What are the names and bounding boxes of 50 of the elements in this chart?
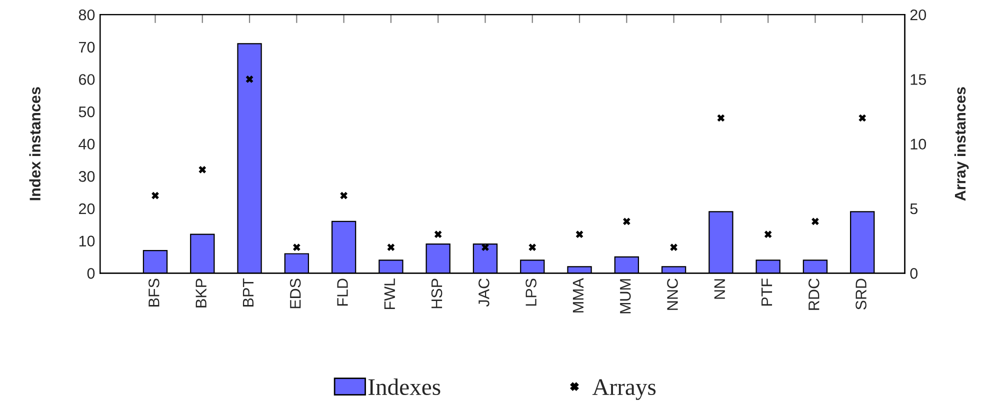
x-tick-label: BPT (242, 278, 254, 306)
point (292, 244, 300, 251)
point (858, 114, 866, 122)
y2-tick-label: 15 (910, 74, 926, 85)
x-tick-label: PTF (762, 278, 772, 306)
point (717, 114, 725, 122)
x-tick-label: EDS (290, 278, 301, 308)
y-tick-label: 30 (78, 171, 95, 182)
point (670, 244, 678, 251)
y-tick-label: 40 (78, 138, 95, 150)
point (576, 230, 584, 238)
x-tick-label: MUM (620, 279, 631, 314)
y-tick-label: 20 (79, 203, 95, 214)
x-tick-label: NN (714, 279, 725, 299)
x-tick-label: BKP (196, 278, 206, 308)
y-tick-label: 70 (79, 42, 95, 53)
point (528, 244, 536, 251)
point (340, 192, 348, 200)
legend-label: Arrays (592, 379, 656, 400)
y-tick-label: 0 (87, 268, 95, 279)
x-tick-label: MMA (572, 278, 584, 312)
y2-tick-label: 20 (910, 9, 926, 20)
point (482, 244, 489, 251)
y-tick-label: 60 (79, 74, 95, 85)
point (434, 230, 442, 238)
x-tick-label: RDC (808, 278, 820, 310)
point (152, 192, 159, 200)
point (622, 218, 630, 226)
x-tick-label: NNC (667, 278, 678, 310)
y-tick-label: 80 (78, 9, 95, 20)
x-tick-label: SRD (856, 278, 866, 310)
x-tick-label: BFS (148, 278, 160, 306)
x-tick-label: LPS (526, 278, 536, 306)
point (812, 218, 819, 226)
y-axis-title: Index instances (29, 87, 40, 200)
y2-tick-label: 5 (910, 204, 918, 214)
point (246, 76, 254, 83)
y2-tick-label: 10 (910, 138, 926, 150)
y-tick-label: 50 (78, 106, 95, 118)
x-tick-label: FWL (384, 278, 395, 309)
y2-axis-title: Array instances (954, 87, 969, 201)
point (764, 230, 772, 238)
y-tick-label: 10 (79, 236, 95, 247)
x-tick-label: HSP (431, 278, 442, 308)
point (387, 244, 395, 251)
legend-label: Indexes (368, 378, 440, 396)
x-tick-label: FLD (337, 278, 348, 306)
point (198, 166, 206, 174)
y2-tick-label: 0 (910, 268, 918, 279)
x-tick-label: JAC (478, 278, 490, 307)
